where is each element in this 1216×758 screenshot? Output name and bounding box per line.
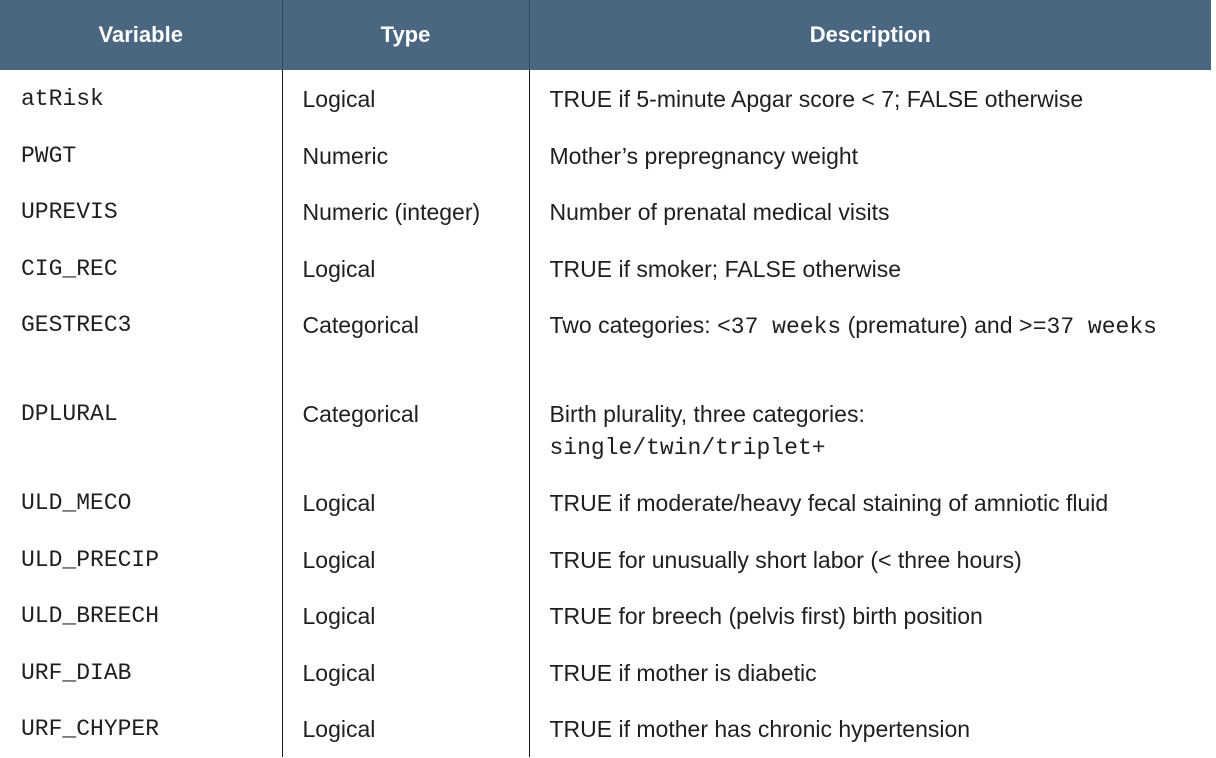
- cell-type: Numeric: [282, 126, 530, 183]
- cell-description: TRUE if moderate/heavy fecal staining of…: [549, 490, 1109, 516]
- code-term: >=37 weeks: [1018, 314, 1157, 340]
- cell-variable: CIG_REC: [0, 239, 283, 296]
- desc-prefix: Birth plurality, three categories:: [549, 401, 865, 427]
- cell-variable: URF_DIAB: [0, 643, 283, 700]
- code-plurality: single/twin/triplet+: [549, 435, 826, 461]
- desc-prefix: Two categories:: [549, 312, 717, 338]
- header-description: Description: [529, 0, 1211, 70]
- cell-description: Birth plurality, three categories: singl…: [529, 385, 1211, 474]
- cell-variable: URF_CHYPER: [0, 700, 283, 757]
- cell-description: Number of prenatal medical visits: [549, 199, 890, 225]
- table-row: DPLURAL Categorical Birth plurality, thr…: [0, 385, 1211, 474]
- table-row: ULD_BREECH Logical TRUE for breech (pelv…: [0, 587, 1211, 644]
- desc-middle: (premature) and: [841, 312, 1019, 338]
- cell-description: TRUE for unusually short labor (< three …: [549, 546, 1022, 573]
- cell-type: Logical: [282, 70, 530, 127]
- cell-description: TRUE if smoker; FALSE otherwise: [549, 255, 902, 282]
- cell-type: Logical: [282, 700, 530, 757]
- cell-variable: ULD_MECO: [0, 474, 283, 531]
- table-row: UPREVIS Numeric (integer) Number of pren…: [0, 183, 1211, 240]
- cell-description: TRUE for breech (pelvis first) birth pos…: [549, 603, 983, 629]
- cell-type: Logical: [282, 587, 530, 644]
- table-row: ULD_PRECIP Logical TRUE for unusually sh…: [0, 530, 1211, 587]
- table-row: URF_CHYPER Logical TRUE if mother has ch…: [0, 700, 1211, 757]
- cell-variable: ULD_BREECH: [0, 587, 283, 644]
- cell-type: Logical: [282, 530, 530, 587]
- header-row: Variable Type Description: [0, 0, 1211, 70]
- table-row: PWGT Numeric Mother’s prepregnancy weigh…: [0, 126, 1211, 183]
- table-header: Variable Type Description: [0, 0, 1211, 70]
- table-row: CIG_REC Logical TRUE if smoker; FALSE ot…: [0, 239, 1211, 296]
- table-body: atRisk Logical TRUE if 5-minute Apgar sc…: [0, 70, 1211, 757]
- cell-variable: GESTREC3: [0, 296, 283, 385]
- cell-type: Logical: [282, 239, 530, 296]
- cell-description: Two categories: <37 weeks (premature) an…: [529, 296, 1211, 385]
- cell-type: Logical: [282, 474, 530, 531]
- cell-type: Logical: [282, 643, 530, 700]
- cell-description: TRUE if mother has chronic hypertension: [549, 716, 971, 742]
- cell-type: Numeric (integer): [282, 183, 530, 240]
- cell-type: Categorical: [282, 296, 530, 385]
- cell-variable: atRisk: [0, 70, 283, 127]
- cell-variable: PWGT: [0, 126, 283, 183]
- cell-description: TRUE if 5-minute Apgar score < 7; FALSE …: [549, 86, 1084, 112]
- cell-variable: ULD_PRECIP: [0, 530, 283, 587]
- table-row: URF_DIAB Logical TRUE if mother is diabe…: [0, 643, 1211, 700]
- table-row: GESTREC3 Categorical Two categories: <37…: [0, 296, 1211, 385]
- header-type: Type: [282, 0, 530, 70]
- table-row: atRisk Logical TRUE if 5-minute Apgar sc…: [0, 70, 1211, 127]
- cell-description: TRUE if mother is diabetic: [549, 659, 817, 686]
- cell-type: Categorical: [282, 385, 530, 474]
- cell-variable: DPLURAL: [0, 385, 283, 474]
- cell-variable: UPREVIS: [0, 183, 283, 240]
- table-row: ULD_MECO Logical TRUE if moderate/heavy …: [0, 474, 1211, 531]
- header-variable: Variable: [0, 0, 283, 70]
- code-premature: <37 weeks: [716, 314, 842, 340]
- cell-description: Mother’s prepregnancy weight: [549, 142, 859, 169]
